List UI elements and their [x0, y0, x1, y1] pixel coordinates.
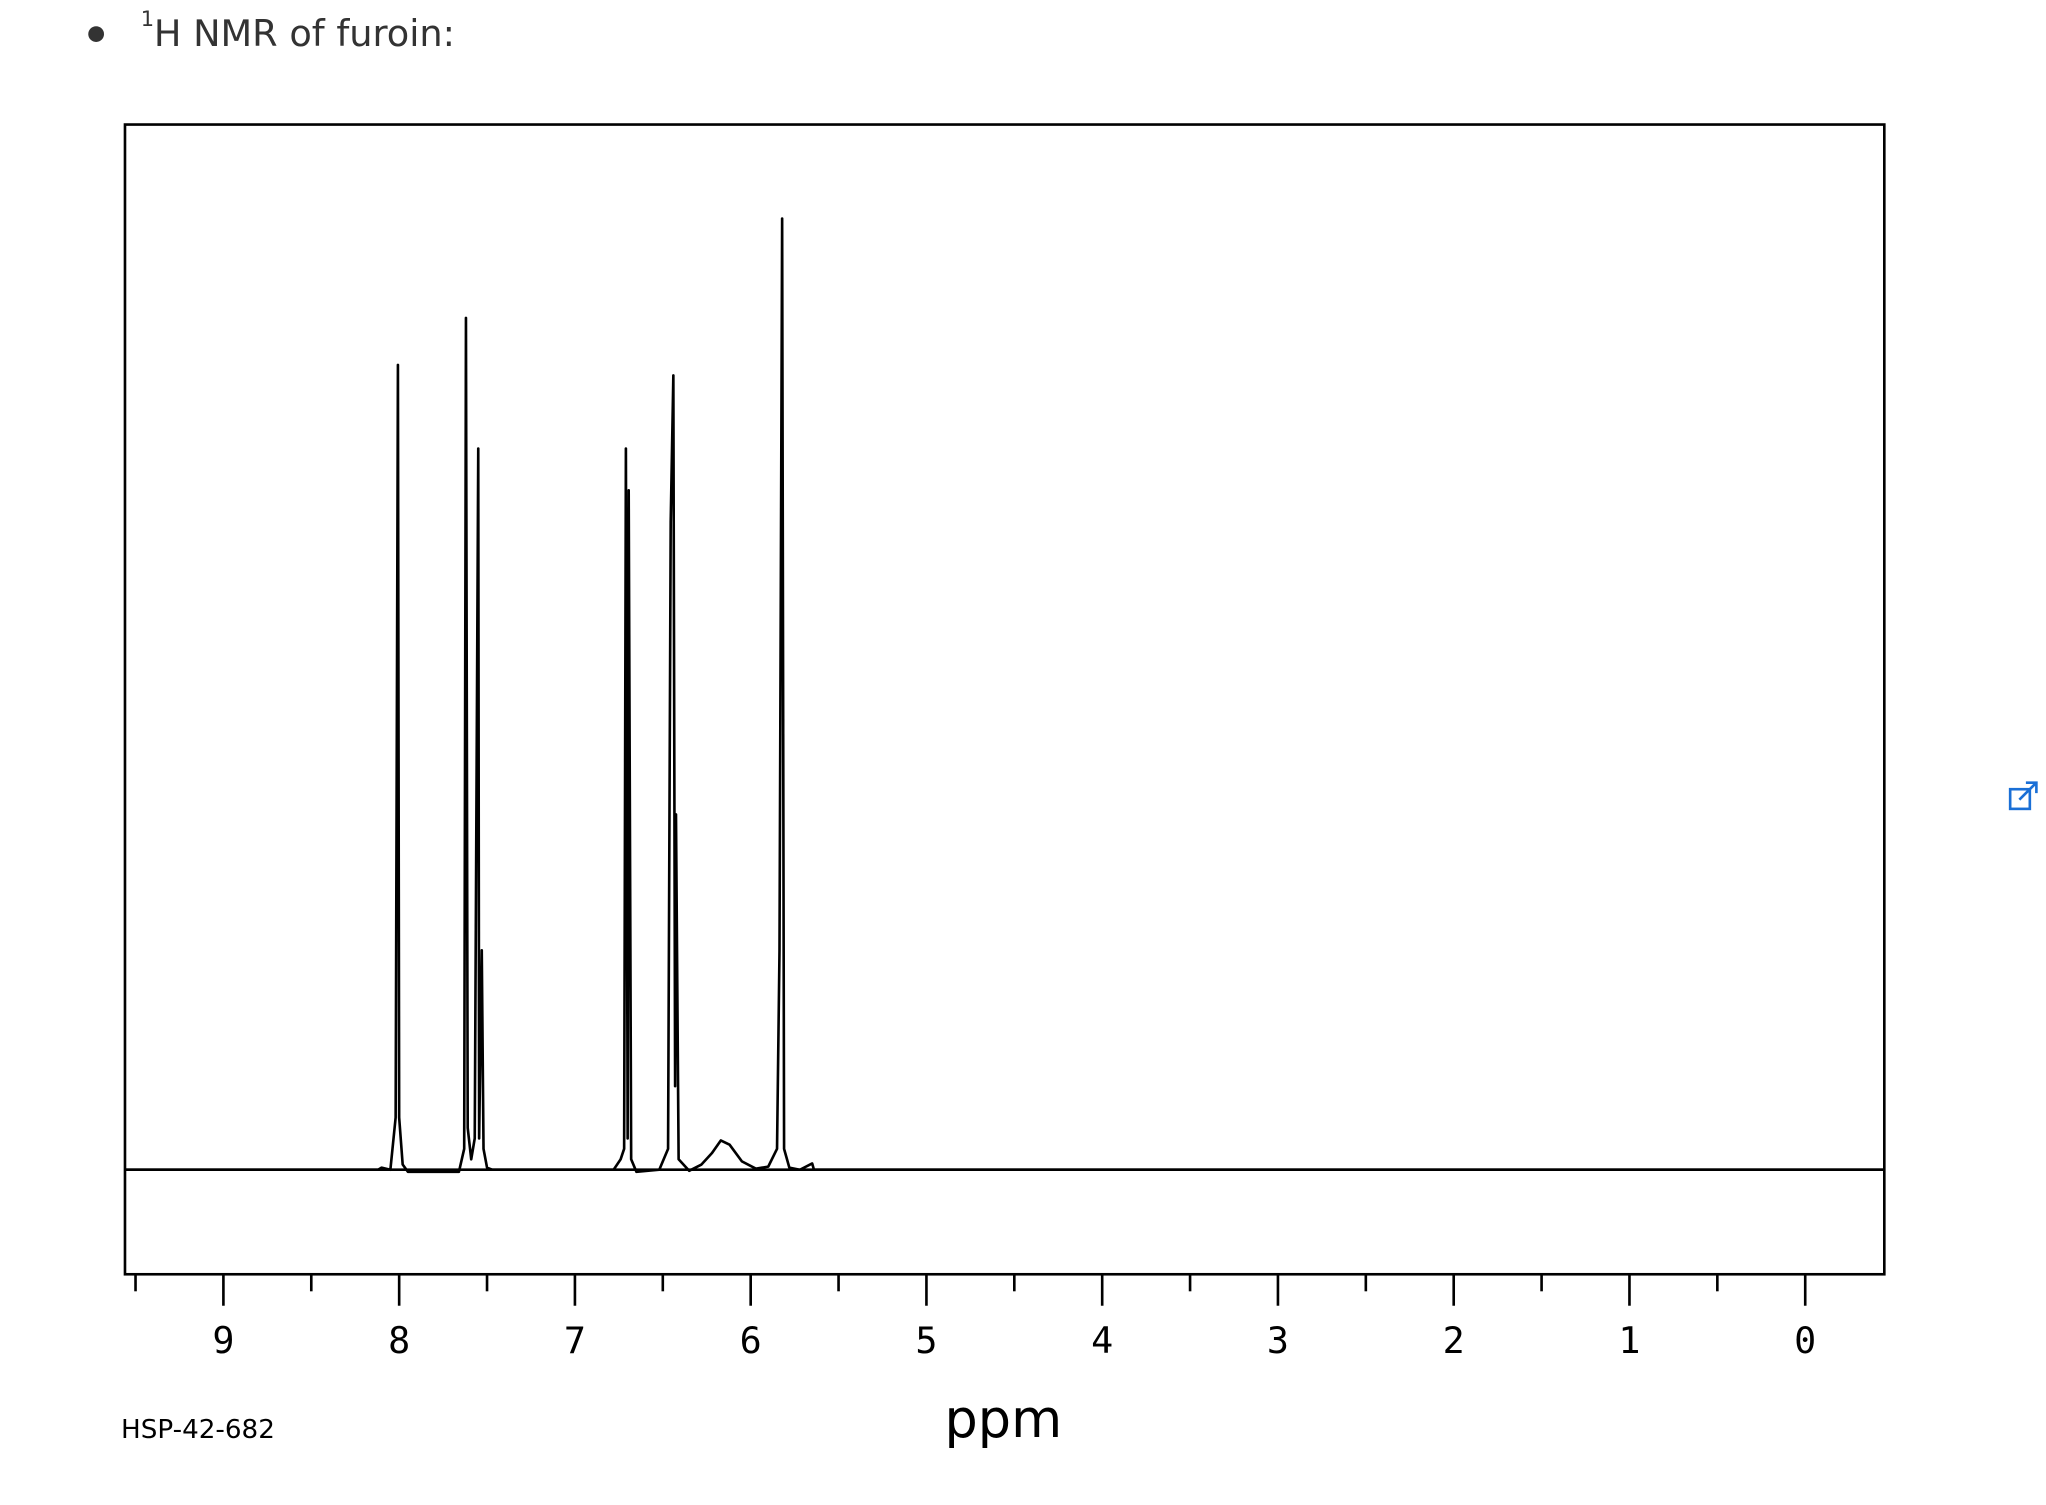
x-tick-label: 1	[1618, 1319, 1640, 1362]
bullet	[88, 26, 105, 42]
x-tick-label: 5	[915, 1319, 937, 1362]
external-link-icon[interactable]	[2008, 781, 2038, 811]
caption-superscript: 1	[141, 7, 154, 31]
x-axis-label: ppm	[945, 1389, 1063, 1450]
x-tick-label: 7	[564, 1319, 586, 1362]
plot-frame	[123, 123, 1886, 1276]
x-tick-label: 9	[212, 1319, 234, 1362]
x-tick-label: 4	[1091, 1319, 1113, 1362]
x-tick-label: 3	[1267, 1319, 1289, 1362]
spectrum-line	[124, 217, 1885, 1174]
x-tick-label: 6	[740, 1319, 762, 1362]
x-tick-label: 2	[1443, 1319, 1465, 1362]
x-tick-label: 8	[388, 1319, 410, 1362]
caption: H NMR of furoin:	[154, 12, 455, 55]
spectrum-id: HSP-42-682	[121, 1415, 275, 1445]
x-tick-label: 0	[1794, 1319, 1816, 1362]
